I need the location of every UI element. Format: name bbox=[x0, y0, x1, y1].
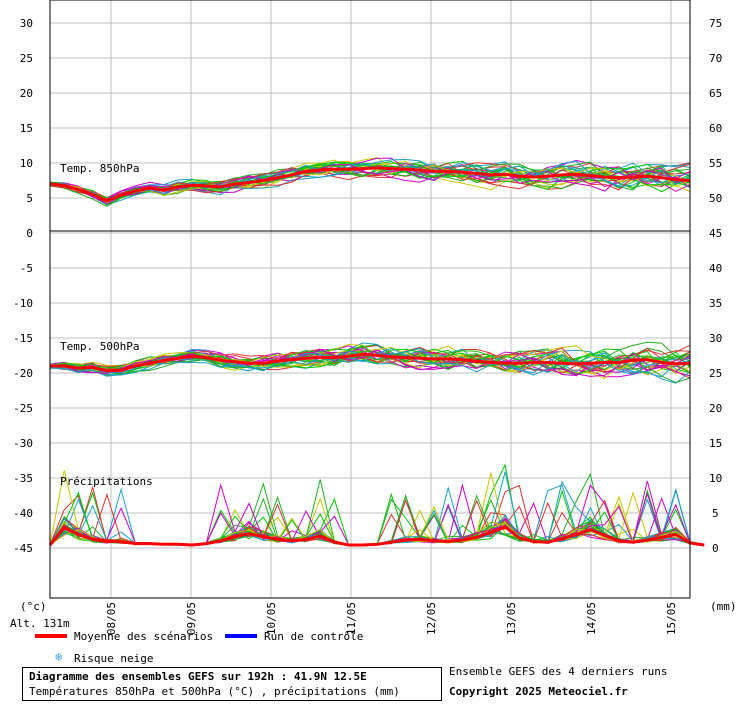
left-tick-label: -10 bbox=[13, 297, 33, 310]
x-tick-label: 13/05 bbox=[505, 602, 518, 635]
right-tick-label: 20 bbox=[709, 402, 722, 415]
x-tick-label: 09/05 bbox=[185, 602, 198, 635]
legend-snow-label: Risque neige bbox=[74, 652, 154, 665]
legend-mean-swatch bbox=[35, 634, 67, 638]
right-tick-label: 40 bbox=[709, 262, 722, 275]
right-tick-label: 75 bbox=[709, 17, 722, 30]
right-tick-label: 50 bbox=[709, 192, 722, 205]
mean-line-850hpa bbox=[49, 166, 691, 203]
left-tick-label: -30 bbox=[13, 437, 33, 450]
legend-control-swatch bbox=[225, 634, 257, 638]
plot-frame bbox=[49, 0, 691, 599]
grid-layer bbox=[50, 0, 690, 598]
right-tick-label: 60 bbox=[709, 122, 722, 135]
altitude-label: Alt. 131m bbox=[10, 617, 70, 630]
right-tick-label: 30 bbox=[709, 332, 722, 345]
right-tick-label: 5 bbox=[712, 507, 719, 520]
left-tick-label: 0 bbox=[26, 227, 33, 240]
left-tick-label: 25 bbox=[20, 52, 33, 65]
left-tick-label: 5 bbox=[26, 192, 33, 205]
x-tick-label: 15/05 bbox=[665, 602, 678, 635]
ensemble-member-line bbox=[49, 350, 691, 371]
right-tick-label: 25 bbox=[709, 367, 722, 380]
copyright-text: Copyright 2025 Meteociel.fr bbox=[449, 685, 628, 698]
left-tick-label: -20 bbox=[13, 367, 33, 380]
axes-layer bbox=[49, 0, 691, 599]
left-tick-label: 20 bbox=[20, 87, 33, 100]
x-tick-label: 10/05 bbox=[265, 602, 278, 635]
chart-subtitle: Températures 850hPa et 500hPa (°C) , pré… bbox=[29, 685, 400, 698]
left-tick-label: -35 bbox=[13, 472, 33, 485]
snowflake-icon: ❄ bbox=[55, 650, 63, 664]
left-tick-label: -25 bbox=[13, 402, 33, 415]
right-unit-label: (mm) bbox=[710, 600, 737, 613]
ensemble-member-line bbox=[49, 350, 691, 384]
legend-control-label: Run de contrôle bbox=[264, 630, 364, 643]
right-tick-label: 15 bbox=[709, 437, 722, 450]
x-tick-label: 14/05 bbox=[585, 602, 598, 635]
right-tick-label: 35 bbox=[709, 297, 722, 310]
mean-lines-layer bbox=[48, 166, 705, 547]
runs-note: Ensemble GEFS des 4 derniers runs bbox=[449, 665, 668, 678]
x-tick-label: 08/05 bbox=[105, 602, 118, 635]
left-tick-label: -5 bbox=[20, 262, 33, 275]
ensemble-member-line bbox=[49, 164, 691, 200]
right-tick-label: 45 bbox=[709, 227, 722, 240]
right-tick-label: 65 bbox=[709, 87, 722, 100]
legend-mean-label: Moyenne des scénarios bbox=[74, 630, 214, 643]
mean-line-precip bbox=[48, 525, 705, 547]
right-tick-label: 55 bbox=[709, 157, 722, 170]
left-tick-label: 30 bbox=[20, 17, 33, 30]
ensemble-member-line bbox=[49, 345, 691, 373]
ensemble-member-line bbox=[49, 158, 691, 201]
labels-layer: 302520151050-5-10-15-20-25-30-35-40-4575… bbox=[13, 17, 736, 635]
x-tick-label: 11/05 bbox=[345, 602, 358, 635]
left-unit-label: (°c) bbox=[20, 600, 47, 613]
left-tick-label: 10 bbox=[20, 157, 33, 170]
left-tick-label: -45 bbox=[13, 542, 33, 555]
chart-title: Diagramme des ensembles GEFS sur 192h : … bbox=[29, 670, 367, 683]
panel-label-500hpa: Temp. 500hPa bbox=[60, 340, 139, 353]
mean-line-500hpa bbox=[50, 352, 691, 373]
x-tick-label: 12/05 bbox=[425, 602, 438, 635]
right-tick-label: 70 bbox=[709, 52, 722, 65]
right-tick-label: 0 bbox=[712, 542, 719, 555]
panel-label-precip: Précipitations bbox=[60, 475, 153, 488]
left-tick-label: -40 bbox=[13, 507, 33, 520]
left-tick-label: 15 bbox=[20, 122, 33, 135]
left-tick-label: -15 bbox=[13, 332, 33, 345]
panel-label-850hpa: Temp. 850hPa bbox=[60, 162, 139, 175]
chart-title-box: Diagramme des ensembles GEFS sur 192h : … bbox=[22, 667, 442, 701]
right-tick-label: 10 bbox=[709, 472, 722, 485]
